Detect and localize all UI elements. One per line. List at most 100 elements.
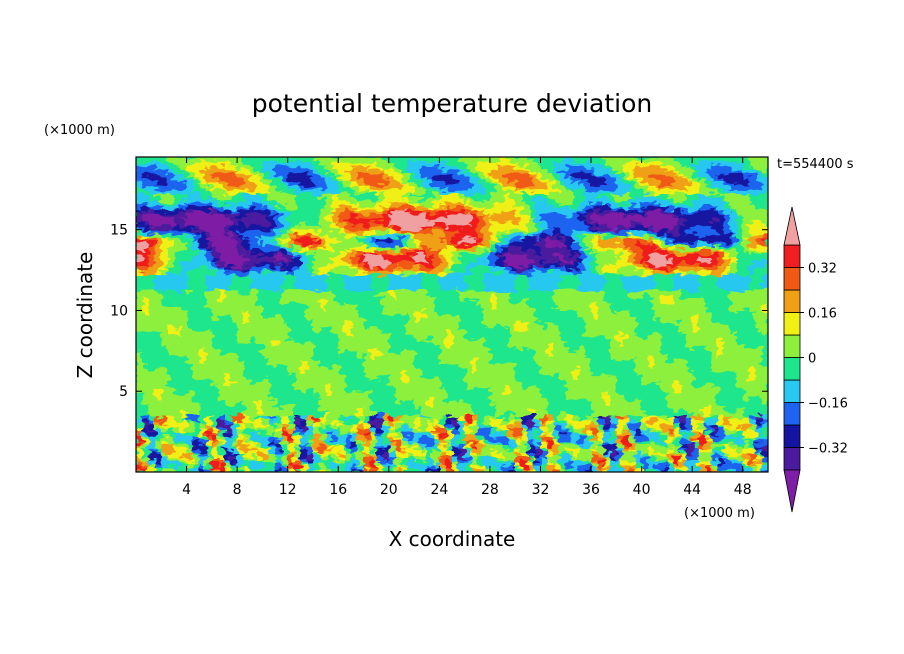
contour-cell [698, 443, 706, 449]
contour-cell [445, 221, 453, 227]
contour-cell [673, 403, 681, 408]
contour-cell [559, 367, 567, 372]
contour-cell [382, 290, 390, 295]
contour-cell [534, 415, 542, 421]
contour-cell [445, 245, 453, 251]
contour-cell [647, 225, 655, 231]
contour-cell [692, 407, 700, 413]
contour-cell [319, 322, 327, 328]
contour-cell [136, 213, 143, 219]
contour-cell [685, 447, 693, 453]
contour-cell [439, 282, 447, 287]
contour-cell [142, 387, 150, 392]
contour-cell [496, 298, 504, 303]
contour-cell [161, 399, 169, 404]
contour-cell [325, 266, 333, 271]
contour-cell [527, 286, 535, 291]
contour-cell [414, 225, 421, 231]
contour-cell [673, 427, 681, 433]
contour-cell [262, 266, 270, 271]
contour-cell [464, 342, 472, 348]
contour-cell [306, 346, 314, 352]
contour-cell [761, 318, 768, 324]
contour-cell [603, 205, 611, 211]
contour-cell [173, 306, 181, 312]
contour-cell [414, 415, 421, 421]
contour-cell [679, 423, 687, 429]
contour-cell [281, 411, 289, 417]
contour-cell [660, 314, 668, 320]
contour-cell [540, 431, 548, 437]
contour-cell [489, 399, 497, 404]
contour-cell [224, 286, 232, 291]
contour-cell [660, 383, 668, 388]
y-unit-label: (×1000 m) [44, 123, 115, 138]
contour-cell [325, 431, 333, 437]
contour-cell [439, 463, 447, 469]
contour-cell [666, 270, 674, 275]
contour-cell [281, 201, 289, 207]
contour-cell [148, 463, 156, 469]
contour-cell [692, 451, 700, 457]
contour-cell [723, 411, 731, 417]
contour-cell [382, 229, 390, 235]
contour-cell [395, 431, 403, 437]
contour-cell [180, 262, 188, 267]
contour-cell [407, 358, 415, 364]
contour-cell [559, 241, 567, 247]
contour-cell [167, 221, 175, 227]
contour-cell [553, 209, 561, 215]
contour-cell [679, 443, 687, 449]
contour-cell [445, 459, 453, 465]
contour-cell [287, 451, 295, 457]
contour-cell [692, 399, 700, 404]
contour-cell [312, 253, 320, 259]
contour-cell [268, 274, 276, 279]
contour-cell [186, 225, 194, 231]
contour-cell [749, 375, 756, 380]
contour-cell [622, 463, 630, 469]
contour-cell [584, 193, 592, 198]
contour-cell [338, 387, 346, 392]
contour-cell [173, 229, 181, 235]
contour-cell [325, 375, 333, 380]
contour-cell [338, 245, 346, 251]
contour-cell [685, 439, 693, 445]
contour-cell [496, 447, 504, 453]
contour-cell [287, 354, 295, 360]
contour-cell [338, 225, 346, 231]
contour-cell [420, 334, 428, 340]
contour-cell [742, 367, 750, 372]
contour-cell [230, 415, 238, 421]
contour-cell [685, 229, 693, 235]
contour-cell [180, 455, 188, 461]
contour-cell [262, 451, 270, 457]
contour-cell [319, 383, 327, 388]
contour-cell [572, 266, 579, 271]
contour-cell [660, 439, 668, 445]
contour-cell [489, 318, 497, 324]
contour-cell [312, 257, 320, 263]
contour-cell [357, 467, 365, 472]
contour-cell [287, 427, 295, 433]
contour-cell [338, 375, 346, 380]
contour-cell [508, 451, 516, 457]
contour-cell [546, 282, 554, 287]
contour-cell [515, 302, 523, 308]
contour-cell [704, 399, 712, 404]
contour-cell [218, 257, 226, 263]
contour-cell [464, 367, 472, 372]
contour-cell [515, 423, 523, 429]
contour-cell [439, 209, 447, 215]
contour-cell [711, 262, 719, 267]
contour-cell [344, 407, 352, 413]
contour-cell [249, 249, 257, 255]
contour-cell [294, 455, 301, 461]
contour-cell [338, 411, 346, 417]
contour-cell [136, 371, 143, 376]
contour-cell [736, 298, 744, 303]
contour-cell [515, 249, 523, 255]
contour-cell [635, 209, 643, 215]
contour-cell [262, 338, 270, 344]
contour-cell [173, 225, 181, 231]
